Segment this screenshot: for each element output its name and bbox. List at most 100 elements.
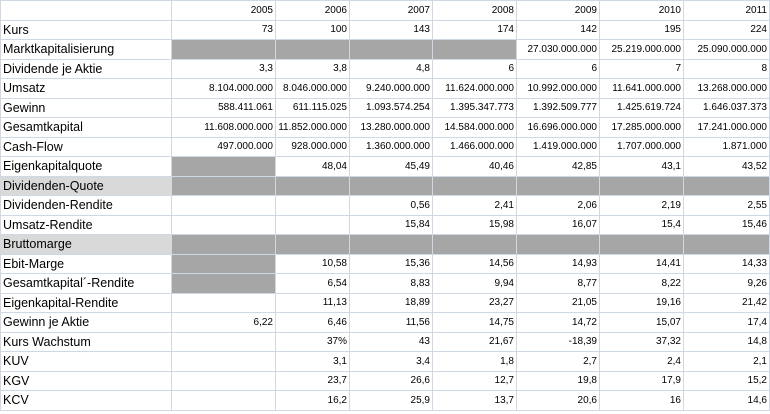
value-cell[interactable] [171,234,276,255]
value-cell[interactable]: 19,8 [516,370,600,391]
year-cell[interactable]: 2005 [171,0,276,21]
value-cell[interactable]: 18,89 [349,292,433,313]
value-cell[interactable]: 1.871.000 [683,136,770,157]
value-cell[interactable]: 16 [599,390,684,411]
value-cell[interactable]: 224 [683,19,770,40]
row-label-cell[interactable]: Bruttomarge [0,234,172,255]
value-cell[interactable]: 13.280.000.000 [349,117,433,138]
value-cell[interactable]: 11.624.000.000 [432,78,517,99]
row-label-cell[interactable]: Kurs [0,19,172,40]
value-cell[interactable] [349,175,433,196]
value-cell[interactable]: 14.584.000.000 [432,117,517,138]
value-cell[interactable]: 25.219.000.000 [599,39,684,60]
value-cell[interactable]: 6,54 [275,273,350,294]
value-cell[interactable]: 15,98 [432,214,517,235]
value-cell[interactable]: 14,72 [516,312,600,333]
row-label-cell[interactable]: Gesamtkapital [0,117,172,138]
value-cell[interactable]: 16.696.000.000 [516,117,600,138]
value-cell[interactable]: 12,7 [432,370,517,391]
value-cell[interactable] [171,175,276,196]
value-cell[interactable]: 1.646.037.373 [683,97,770,118]
value-cell[interactable]: 2,41 [432,195,517,216]
value-cell[interactable]: 16,2 [275,390,350,411]
value-cell[interactable]: 21,05 [516,292,600,313]
value-cell[interactable]: 21,67 [432,331,517,352]
value-cell[interactable]: 174 [432,19,517,40]
value-cell[interactable]: 11.608.000.000 [171,117,276,138]
value-cell[interactable]: 23,7 [275,370,350,391]
value-cell[interactable]: 14,41 [599,253,684,274]
value-cell[interactable]: 27.030.000.000 [516,39,600,60]
value-cell[interactable]: 17.241.000.000 [683,117,770,138]
value-cell[interactable] [516,234,600,255]
value-cell[interactable]: 1,8 [432,351,517,372]
value-cell[interactable] [275,214,350,235]
value-cell[interactable] [599,234,684,255]
value-cell[interactable] [171,292,276,313]
value-cell[interactable] [432,39,517,60]
value-cell[interactable]: 3,8 [275,58,350,79]
value-cell[interactable] [432,234,517,255]
value-cell[interactable]: 11,56 [349,312,433,333]
value-cell[interactable] [171,390,276,411]
value-cell[interactable]: 11.641.000.000 [599,78,684,99]
value-cell[interactable]: 15,2 [683,370,770,391]
value-cell[interactable]: 3,4 [349,351,433,372]
value-cell[interactable]: 14,33 [683,253,770,274]
value-cell[interactable] [275,175,350,196]
row-label-cell[interactable]: Gesamtkapital´-Rendite [0,273,172,294]
value-cell[interactable]: 195 [599,19,684,40]
value-cell[interactable] [683,175,770,196]
value-cell[interactable] [171,273,276,294]
year-cell[interactable]: 2007 [349,0,433,21]
value-cell[interactable]: 8.104.000.000 [171,78,276,99]
value-cell[interactable]: 14,56 [432,253,517,274]
value-cell[interactable]: 9,26 [683,273,770,294]
value-cell[interactable]: 42,85 [516,156,600,177]
year-cell[interactable]: 2006 [275,0,350,21]
value-cell[interactable]: 11.852.000.000 [275,117,350,138]
value-cell[interactable]: 23,27 [432,292,517,313]
header-corner-cell[interactable] [0,0,172,21]
value-cell[interactable] [171,253,276,274]
value-cell[interactable]: 142 [516,19,600,40]
value-cell[interactable]: 6,46 [275,312,350,333]
value-cell[interactable]: 9.240.000.000 [349,78,433,99]
value-cell[interactable] [599,175,684,196]
year-cell[interactable]: 2009 [516,0,600,21]
value-cell[interactable]: 19,16 [599,292,684,313]
value-cell[interactable]: 143 [349,19,433,40]
year-cell[interactable]: 2010 [599,0,684,21]
value-cell[interactable]: 21,42 [683,292,770,313]
row-label-cell[interactable]: Eigenkapitalquote [0,156,172,177]
value-cell[interactable]: 14,8 [683,331,770,352]
value-cell[interactable]: 17.285.000.000 [599,117,684,138]
value-cell[interactable]: 45,49 [349,156,433,177]
value-cell[interactable]: 7 [599,58,684,79]
value-cell[interactable]: 100 [275,19,350,40]
value-cell[interactable]: 1.395.347.773 [432,97,517,118]
row-label-cell[interactable]: Marktkapitalisierung [0,39,172,60]
value-cell[interactable] [171,156,276,177]
value-cell[interactable]: 6 [516,58,600,79]
row-label-cell[interactable]: Eigenkapital-Rendite [0,292,172,313]
value-cell[interactable]: 20,6 [516,390,600,411]
row-label-cell[interactable]: Umsatz-Rendite [0,214,172,235]
value-cell[interactable]: 3,3 [171,58,276,79]
value-cell[interactable] [171,331,276,352]
row-label-cell[interactable]: Kurs Wachstum [0,331,172,352]
value-cell[interactable] [171,39,276,60]
value-cell[interactable] [275,234,350,255]
value-cell[interactable]: 3,1 [275,351,350,372]
year-cell[interactable]: 2008 [432,0,517,21]
value-cell[interactable]: 14,93 [516,253,600,274]
value-cell[interactable]: 9,94 [432,273,517,294]
value-cell[interactable]: 14,6 [683,390,770,411]
value-cell[interactable]: 15,07 [599,312,684,333]
value-cell[interactable]: 2,19 [599,195,684,216]
value-cell[interactable]: 1.392.509.777 [516,97,600,118]
value-cell[interactable] [516,175,600,196]
value-cell[interactable]: 25.090.000.000 [683,39,770,60]
row-label-cell[interactable]: KUV [0,351,172,372]
value-cell[interactable]: 1.093.574.254 [349,97,433,118]
